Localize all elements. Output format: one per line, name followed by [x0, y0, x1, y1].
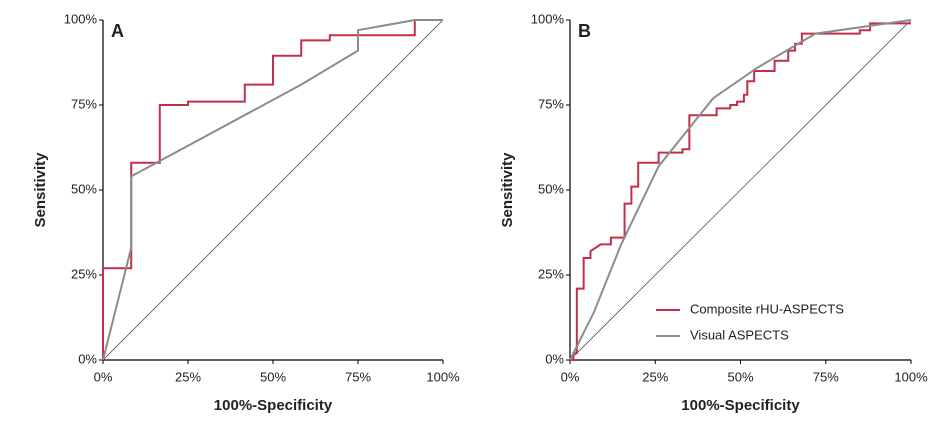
y-tick-label: 25%: [71, 266, 97, 281]
y-axis-label: Sensitivity: [499, 152, 516, 228]
x-tick-label: 50%: [727, 369, 753, 384]
x-axis-label: 100%-Specificity: [214, 397, 333, 414]
x-tick-label: 50%: [260, 369, 286, 384]
x-tick-label: 100%: [894, 369, 928, 384]
y-axis-label: Sensitivity: [32, 152, 49, 228]
y-tick-label: 100%: [64, 11, 98, 26]
reference-line: [102, 19, 444, 361]
x-tick-label: 100%: [426, 369, 460, 384]
roc-curve: [102, 19, 443, 361]
legend-label: Visual ASPECTS: [690, 327, 789, 342]
x-tick-label: 0%: [94, 369, 113, 384]
panel-label: A: [111, 21, 124, 41]
y-tick-label: 0%: [78, 351, 97, 366]
y-tick-label: 50%: [538, 181, 564, 196]
x-tick-label: 75%: [345, 369, 371, 384]
roc-curve: [569, 19, 912, 361]
y-tick-label: 100%: [531, 11, 565, 26]
x-axis-label: 100%-Specificity: [681, 397, 800, 414]
x-tick-label: 25%: [175, 369, 201, 384]
roc-curve: [570, 22, 911, 361]
roc-curve: [102, 19, 443, 360]
x-tick-label: 75%: [813, 369, 839, 384]
y-tick-label: 75%: [538, 96, 564, 111]
y-tick-label: 75%: [71, 96, 97, 111]
panel-label: B: [578, 21, 591, 41]
x-tick-label: 0%: [561, 369, 580, 384]
x-tick-label: 25%: [642, 369, 668, 384]
y-tick-label: 50%: [71, 181, 97, 196]
y-tick-label: 0%: [545, 351, 564, 366]
y-tick-label: 25%: [538, 266, 564, 281]
legend-label: Composite rHU-ASPECTS: [690, 301, 844, 316]
reference-line: [569, 19, 912, 361]
